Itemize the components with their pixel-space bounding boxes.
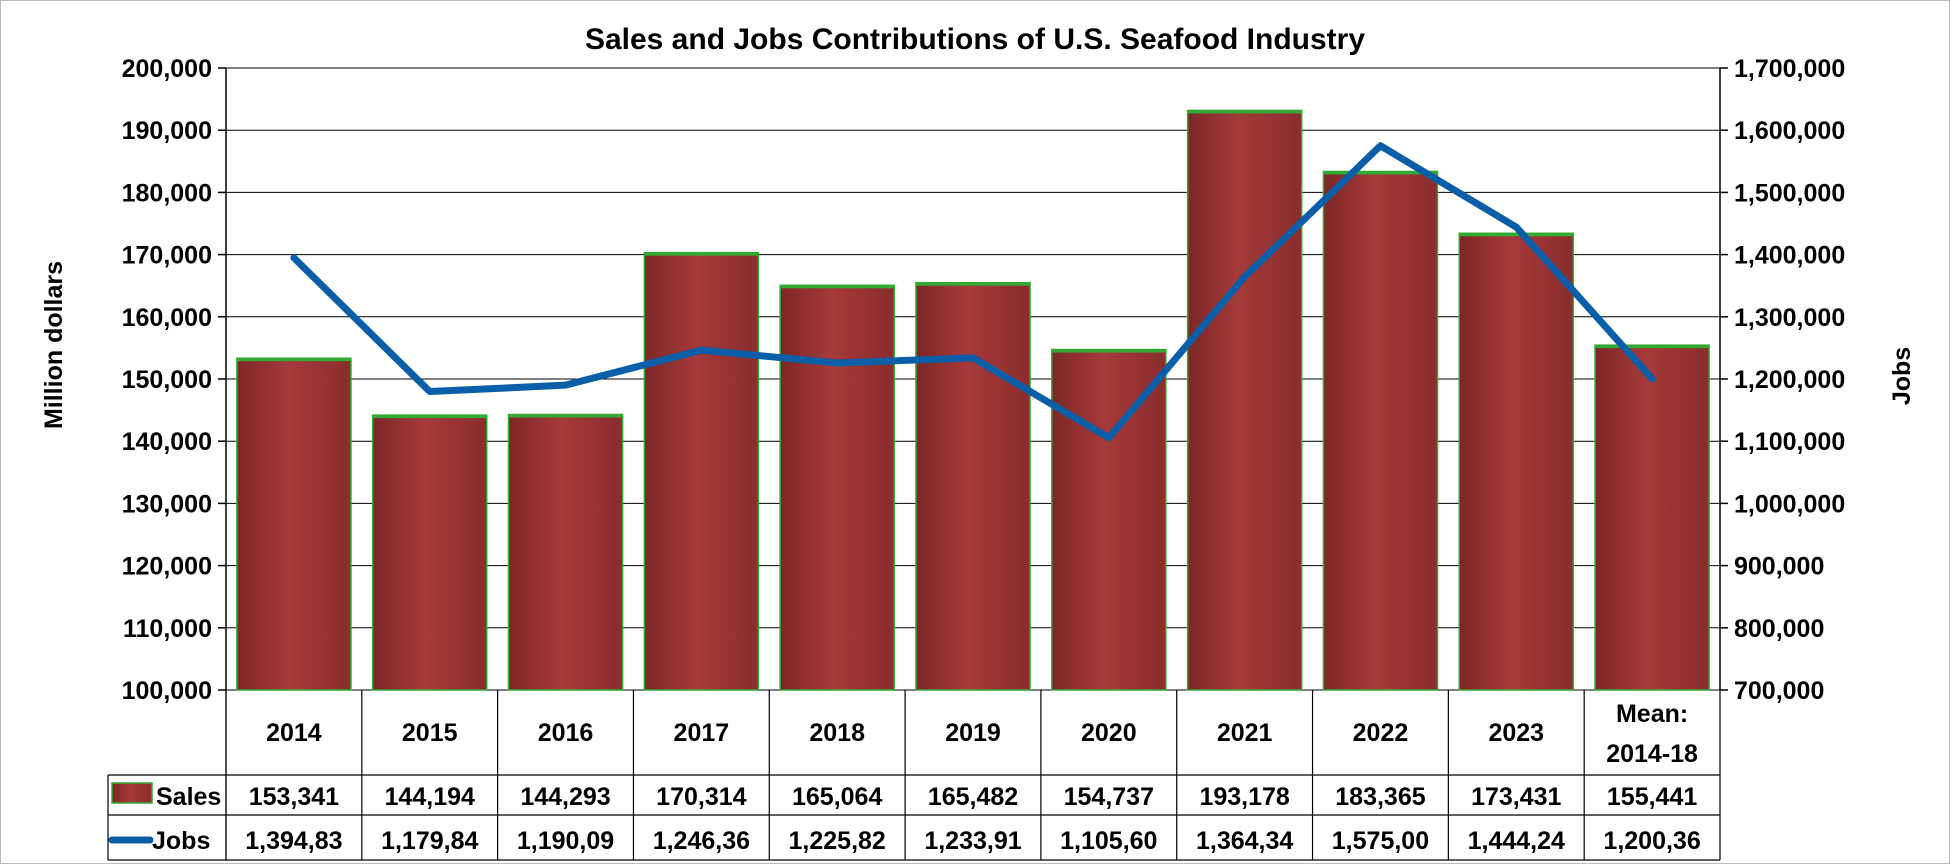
x-category-label: 2021	[1217, 719, 1273, 747]
x-category-label: 2023	[1488, 719, 1544, 747]
sales-value-cell: 153,341	[249, 783, 339, 811]
bar-top-highlight	[236, 358, 351, 362]
sales-value-cell: 170,314	[656, 783, 746, 811]
y2-tick-label: 1,700,000	[1734, 55, 1845, 83]
x-category-label: 2015	[402, 719, 458, 747]
bar-sales-2020	[1051, 348, 1167, 691]
jobs-value-cell: 1,444,24	[1468, 827, 1565, 855]
y-tick-label: 180,000	[122, 179, 212, 207]
sales-value-cell: 154,737	[1064, 783, 1154, 811]
sales-value-cell: 193,178	[1199, 783, 1289, 811]
x-category-label-line: 2014-18	[1606, 740, 1698, 768]
bar-top-highlight	[644, 252, 759, 256]
jobs-value-cell: 1,246,36	[653, 827, 750, 855]
bar-sales-2023	[1458, 232, 1575, 691]
y-tick-label: 130,000	[122, 490, 212, 518]
jobs-value-cell: 1,200,36	[1603, 827, 1700, 855]
sales-value-cell: 165,482	[928, 783, 1018, 811]
x-category-label: 2018	[809, 719, 865, 747]
jobs-value-cell: 1,364,34	[1196, 827, 1293, 855]
y2-axis-label: Jobs	[1888, 347, 1916, 405]
y2-tick-label: 1,600,000	[1734, 117, 1845, 145]
y2-tick-label: 700,000	[1734, 677, 1824, 705]
bar-top-highlight	[1459, 233, 1574, 237]
bar-sales-2015	[371, 414, 488, 691]
x-category-label: 2017	[674, 719, 730, 747]
bar-top-highlight	[1187, 110, 1302, 114]
legend-key-sales	[111, 782, 153, 804]
bar-top-highlight	[780, 285, 895, 289]
y-tick-label: 150,000	[122, 366, 212, 394]
sales-value-cell: 144,194	[385, 783, 475, 811]
y-tick-label: 170,000	[122, 242, 212, 270]
bar-top-highlight	[1595, 345, 1710, 349]
sales-value-cell: 183,365	[1335, 783, 1425, 811]
bar-sales-2016	[507, 413, 624, 691]
bar-top-highlight	[1323, 171, 1438, 175]
jobs-value-cell: 1,105,60	[1060, 827, 1157, 855]
bar-top-highlight	[915, 282, 1031, 286]
y2-tick-label: 800,000	[1734, 615, 1824, 643]
y2-tick-label: 1,500,000	[1734, 179, 1845, 207]
bar-sales-mean-2014-18	[1594, 344, 1710, 691]
y2-tick-label: 1,300,000	[1734, 304, 1845, 332]
jobs-value-cell: 1,575,00	[1332, 827, 1429, 855]
jobs-value-cell: 1,233,91	[924, 827, 1021, 855]
sales-value-cell: 165,064	[792, 783, 882, 811]
bar-sales-2022	[1322, 170, 1439, 691]
bar-top-highlight	[372, 415, 487, 419]
y2-tick-label: 1,100,000	[1734, 428, 1845, 456]
bar-top-highlight	[1051, 349, 1166, 353]
y-tick-label: 110,000	[123, 615, 212, 643]
y-tick-label: 200,000	[122, 55, 212, 83]
y2-tick-label: 1,000,000	[1734, 490, 1845, 518]
x-category-label: 2020	[1081, 719, 1137, 747]
sales-value-cell: 155,441	[1607, 783, 1697, 811]
y2-tick-label: 1,400,000	[1734, 242, 1845, 270]
x-category-label: 2022	[1353, 719, 1409, 747]
legend-label-sales: Sales	[156, 783, 221, 811]
x-category-label: 2019	[945, 719, 1001, 747]
y2-tick-label: 900,000	[1734, 553, 1824, 581]
bar-top-highlight	[508, 414, 623, 418]
y-tick-label: 160,000	[122, 304, 212, 332]
jobs-value-cell: 1,225,82	[789, 827, 886, 855]
sales-value-cell: 144,293	[520, 783, 610, 811]
jobs-value-cell: 1,179,84	[381, 827, 478, 855]
bar-sales-2018	[779, 284, 895, 691]
line-series-jobs	[290, 142, 1656, 442]
jobs-value-cell: 1,394,83	[245, 827, 342, 855]
y-axis-label: Million dollars	[40, 261, 68, 429]
axes: 100,000 110,000 120,000 130,000 140,000 150,0…	[122, 55, 1846, 705]
x-category-label: 2016	[538, 719, 594, 747]
bar-series-sales	[236, 109, 1710, 691]
y-tick-label: 190,000	[122, 117, 212, 145]
legend-label-jobs: Jobs	[152, 827, 210, 855]
data-table: 2014 2015 2016 2017 2018 2019 2020 2021 2022 2023…	[107, 690, 1721, 861]
bar-sales-2014	[236, 357, 352, 691]
y-tick-label: 100,000	[122, 677, 212, 705]
bar-sales-2021	[1186, 109, 1303, 691]
bar-sales-2017	[643, 251, 760, 691]
x-category-label-line: Mean:	[1616, 700, 1688, 728]
y2-tick-label: 1,200,000	[1734, 366, 1845, 394]
chart-title: Sales and Jobs Contributions of U.S. Sea…	[585, 23, 1365, 56]
sales-value-cell: 173,431	[1471, 783, 1561, 811]
x-category-label: 2014	[266, 719, 322, 747]
y-tick-label: 120,000	[122, 553, 212, 581]
jobs-value-cell: 1,190,09	[517, 827, 614, 855]
bar-sales-2019	[915, 281, 1031, 691]
y-tick-label: 140,000	[122, 428, 212, 456]
